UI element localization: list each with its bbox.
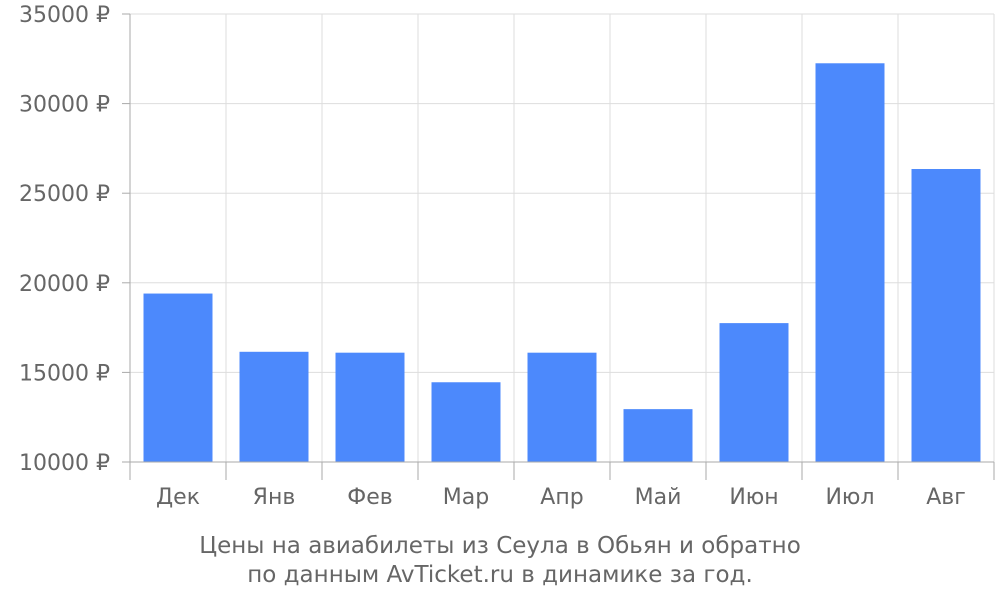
bar <box>527 352 597 462</box>
x-tick-label: Апр <box>540 485 583 510</box>
bar <box>143 293 213 462</box>
axes <box>122 13 995 480</box>
bars <box>143 63 981 462</box>
x-tick-label: Июн <box>729 485 778 510</box>
bar <box>623 409 693 462</box>
y-tick-label: 10000 ₽ <box>19 451 110 476</box>
x-tick-label: Июл <box>825 485 874 510</box>
bar <box>431 382 501 462</box>
y-tick-label: 15000 ₽ <box>19 361 110 386</box>
x-tick-label: Мар <box>443 485 489 510</box>
bar <box>335 352 405 462</box>
bar <box>239 351 309 462</box>
caption-line-1: Цены на авиабилеты из Сеула в Обьян и об… <box>199 533 801 559</box>
y-tick-label: 25000 ₽ <box>19 182 110 207</box>
y-tick-label: 30000 ₽ <box>19 93 110 118</box>
y-tick-label: 35000 ₽ <box>19 3 110 28</box>
x-tick-label: Дек <box>156 485 200 510</box>
bar <box>815 63 885 462</box>
grid <box>130 13 995 462</box>
x-tick-label: Авг <box>926 485 966 510</box>
y-tick-label: 20000 ₽ <box>19 272 110 297</box>
x-tick-label: Фев <box>347 485 392 510</box>
bar <box>719 323 789 462</box>
tick-labels: 10000 ₽ 15000 ₽ 20000 ₽ 25000 ₽ 30000 ₽ 35000… <box>19 3 966 510</box>
caption-line-2: по данным AvTicket.ru в динамике за год. <box>247 562 753 588</box>
x-tick-label: Май <box>635 485 682 510</box>
bar <box>911 169 981 462</box>
x-tick-label: Янв <box>253 485 296 510</box>
